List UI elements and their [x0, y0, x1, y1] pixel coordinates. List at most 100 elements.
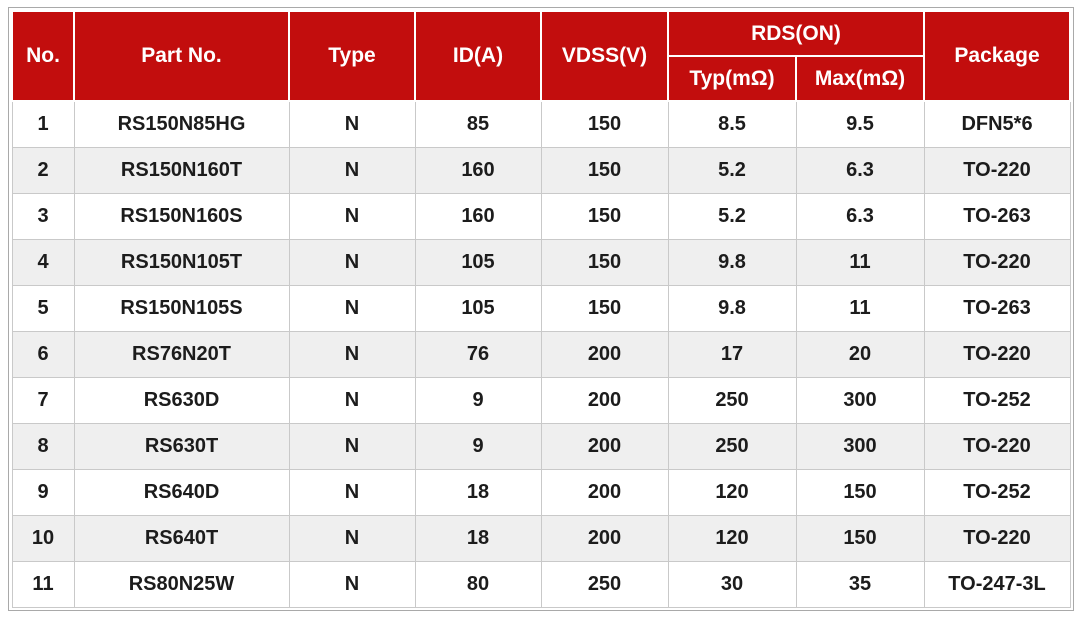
cell-package: TO-252 — [923, 376, 1071, 424]
cell-typ-mohm: 250 — [667, 376, 797, 424]
cell-part-no: RS76N20T — [73, 330, 290, 378]
cell-typ-mohm: 5.2 — [667, 146, 797, 194]
cell-type: N — [288, 100, 416, 148]
cell-id-a: 76 — [414, 330, 542, 378]
cell-max-mohm: 150 — [795, 468, 925, 516]
cell-typ-mohm: 250 — [667, 422, 797, 470]
cell-no: 8 — [11, 422, 75, 470]
cell-part-no: RS150N105S — [73, 284, 290, 332]
table-row: 5 RS150N105S N 105 150 9.8 11 TO-263 — [11, 284, 1071, 332]
cell-vdss-v: 200 — [540, 330, 669, 378]
cell-part-no: RS640D — [73, 468, 290, 516]
cell-id-a: 18 — [414, 514, 542, 562]
header-type: Type — [288, 10, 416, 102]
cell-id-a: 18 — [414, 468, 542, 516]
cell-part-no: RS630T — [73, 422, 290, 470]
cell-id-a: 80 — [414, 560, 542, 608]
cell-max-mohm: 150 — [795, 514, 925, 562]
table-header: No. Part No. Type ID(A) VDSS(V) RDS(ON) … — [11, 10, 1072, 102]
header-id-a: ID(A) — [414, 10, 542, 102]
cell-type: N — [288, 514, 416, 562]
cell-typ-mohm: 120 — [667, 514, 797, 562]
table-row: 2 RS150N160T N 160 150 5.2 6.3 TO-220 — [11, 146, 1071, 194]
cell-typ-mohm: 17 — [667, 330, 797, 378]
cell-max-mohm: 35 — [795, 560, 925, 608]
cell-no: 2 — [11, 146, 75, 194]
cell-package: TO-220 — [923, 514, 1071, 562]
cell-package: TO-220 — [923, 330, 1071, 378]
cell-no: 3 — [11, 192, 75, 240]
cell-id-a: 9 — [414, 376, 542, 424]
cell-vdss-v: 200 — [540, 514, 669, 562]
cell-package: TO-220 — [923, 146, 1071, 194]
cell-type: N — [288, 146, 416, 194]
table-body: 1 RS150N85HG N 85 150 8.5 9.5 DFN5*6 2 R… — [11, 100, 1071, 608]
header-no: No. — [11, 10, 75, 102]
table-row: 8 RS630T N 9 200 250 300 TO-220 — [11, 422, 1071, 470]
cell-no: 4 — [11, 238, 75, 286]
cell-vdss-v: 200 — [540, 376, 669, 424]
cell-max-mohm: 300 — [795, 376, 925, 424]
header-vdss-v: VDSS(V) — [540, 10, 669, 102]
cell-type: N — [288, 192, 416, 240]
cell-no: 5 — [11, 284, 75, 332]
cell-no: 9 — [11, 468, 75, 516]
cell-package: TO-252 — [923, 468, 1071, 516]
table-row: 7 RS630D N 9 200 250 300 TO-252 — [11, 376, 1071, 424]
cell-id-a: 9 — [414, 422, 542, 470]
cell-type: N — [288, 376, 416, 424]
cell-package: DFN5*6 — [923, 100, 1071, 148]
cell-package: TO-263 — [923, 284, 1071, 332]
cell-part-no: RS150N160S — [73, 192, 290, 240]
table-row: 9 RS640D N 18 200 120 150 TO-252 — [11, 468, 1071, 516]
cell-typ-mohm: 8.5 — [667, 100, 797, 148]
parts-table-frame: No. Part No. Type ID(A) VDSS(V) RDS(ON) … — [8, 7, 1075, 611]
cell-no: 7 — [11, 376, 75, 424]
cell-id-a: 85 — [414, 100, 542, 148]
cell-typ-mohm: 5.2 — [667, 192, 797, 240]
cell-typ-mohm: 120 — [667, 468, 797, 516]
cell-typ-mohm: 9.8 — [667, 238, 797, 286]
cell-max-mohm: 11 — [795, 238, 925, 286]
table-row: 1 RS150N85HG N 85 150 8.5 9.5 DFN5*6 — [11, 100, 1071, 148]
cell-package: TO-247-3L — [923, 560, 1071, 608]
cell-vdss-v: 150 — [540, 100, 669, 148]
cell-type: N — [288, 468, 416, 516]
cell-no: 10 — [11, 514, 75, 562]
table-row: 11 RS80N25W N 80 250 30 35 TO-247-3L — [11, 560, 1071, 608]
cell-part-no: RS150N105T — [73, 238, 290, 286]
cell-vdss-v: 200 — [540, 422, 669, 470]
cell-part-no: RS150N160T — [73, 146, 290, 194]
cell-vdss-v: 250 — [540, 560, 669, 608]
cell-id-a: 160 — [414, 192, 542, 240]
header-row-top: No. Part No. Type ID(A) VDSS(V) RDS(ON) … — [11, 10, 1072, 102]
cell-part-no: RS640T — [73, 514, 290, 562]
cell-max-mohm: 6.3 — [795, 146, 925, 194]
cell-vdss-v: 150 — [540, 238, 669, 286]
table-row: 6 RS76N20T N 76 200 17 20 TO-220 — [11, 330, 1071, 378]
header-max-mohm: Max(mΩ) — [794, 55, 926, 102]
cell-max-mohm: 9.5 — [795, 100, 925, 148]
cell-id-a: 160 — [414, 146, 542, 194]
cell-package: TO-263 — [923, 192, 1071, 240]
cell-max-mohm: 20 — [795, 330, 925, 378]
cell-package: TO-220 — [923, 238, 1071, 286]
cell-part-no: RS150N85HG — [73, 100, 290, 148]
cell-vdss-v: 150 — [540, 146, 669, 194]
cell-type: N — [288, 422, 416, 470]
cell-no: 11 — [11, 560, 75, 608]
table-row: 4 RS150N105T N 105 150 9.8 11 TO-220 — [11, 238, 1071, 286]
header-package: Package — [923, 10, 1072, 102]
cell-type: N — [288, 560, 416, 608]
cell-typ-mohm: 30 — [667, 560, 797, 608]
header-row-sub: Typ(mΩ) Max(mΩ) — [12, 55, 1070, 102]
cell-vdss-v: 200 — [540, 468, 669, 516]
parts-table: No. Part No. Type ID(A) VDSS(V) RDS(ON) … — [11, 10, 1072, 608]
table-row: 3 RS150N160S N 160 150 5.2 6.3 TO-263 — [11, 192, 1071, 240]
cell-max-mohm: 6.3 — [795, 192, 925, 240]
cell-id-a: 105 — [414, 284, 542, 332]
table-row: 10 RS640T N 18 200 120 150 TO-220 — [11, 514, 1071, 562]
cell-id-a: 105 — [414, 238, 542, 286]
cell-part-no: RS80N25W — [73, 560, 290, 608]
